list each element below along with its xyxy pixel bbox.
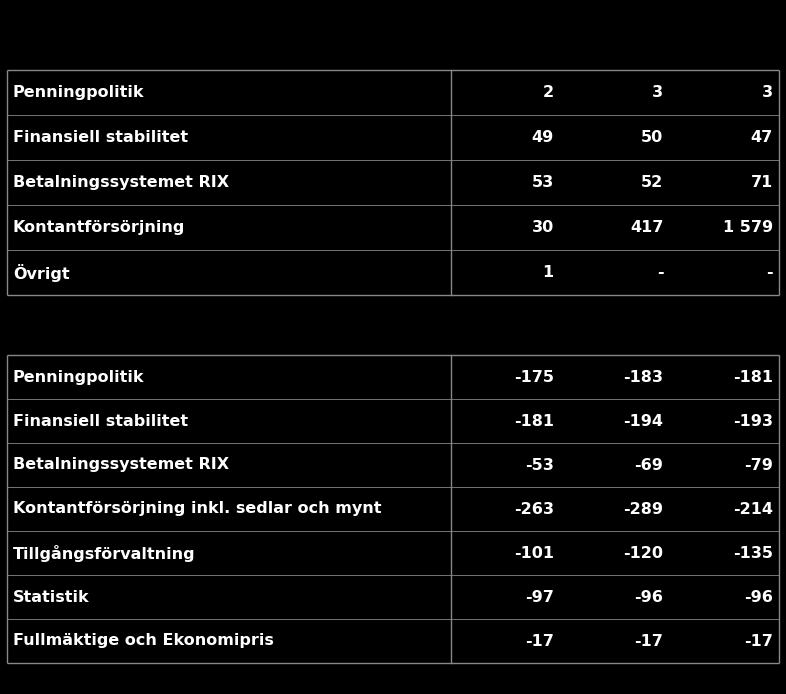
Text: Övrigt: Övrigt: [13, 264, 70, 282]
Text: -97: -97: [525, 589, 554, 604]
Bar: [7, 70, 779, 295]
Text: 49: 49: [531, 130, 554, 145]
Text: -181: -181: [514, 414, 554, 428]
Text: 2: 2: [542, 85, 554, 100]
Text: 47: 47: [751, 130, 773, 145]
Text: -181: -181: [733, 369, 773, 384]
Text: -96: -96: [744, 589, 773, 604]
Text: Tillgångsförvaltning: Tillgångsförvaltning: [13, 545, 196, 561]
Text: -193: -193: [733, 414, 773, 428]
Text: Penningpolitik: Penningpolitik: [13, 369, 145, 384]
Text: -175: -175: [514, 369, 554, 384]
Text: -53: -53: [525, 457, 554, 473]
Text: -194: -194: [623, 414, 663, 428]
Text: -79: -79: [744, 457, 773, 473]
Text: Finansiell stabilitet: Finansiell stabilitet: [13, 414, 188, 428]
Text: Betalningssystemet RIX: Betalningssystemet RIX: [13, 175, 230, 190]
Text: Kontantförsörjning: Kontantförsörjning: [13, 220, 185, 235]
Text: -: -: [766, 265, 773, 280]
Text: -183: -183: [623, 369, 663, 384]
Text: Finansiell stabilitet: Finansiell stabilitet: [13, 130, 188, 145]
Text: -263: -263: [514, 502, 554, 516]
Text: -101: -101: [514, 545, 554, 561]
Text: Fullmäktige och Ekonomipris: Fullmäktige och Ekonomipris: [13, 634, 274, 648]
Text: Statistik: Statistik: [13, 589, 90, 604]
Text: 1: 1: [542, 265, 554, 280]
Text: 3: 3: [762, 85, 773, 100]
Text: 50: 50: [641, 130, 663, 145]
Text: 417: 417: [630, 220, 663, 235]
Text: 52: 52: [641, 175, 663, 190]
Text: -96: -96: [634, 589, 663, 604]
Text: 3: 3: [652, 85, 663, 100]
Text: 30: 30: [531, 220, 554, 235]
Text: -69: -69: [634, 457, 663, 473]
Text: -17: -17: [744, 634, 773, 648]
Text: -214: -214: [733, 502, 773, 516]
Text: -: -: [657, 265, 663, 280]
Text: -120: -120: [623, 545, 663, 561]
Text: -289: -289: [623, 502, 663, 516]
Text: 53: 53: [531, 175, 554, 190]
Text: -135: -135: [733, 545, 773, 561]
Text: Betalningssystemet RIX: Betalningssystemet RIX: [13, 457, 230, 473]
Text: -17: -17: [634, 634, 663, 648]
Text: -17: -17: [525, 634, 554, 648]
Text: Penningpolitik: Penningpolitik: [13, 85, 145, 100]
Text: 71: 71: [751, 175, 773, 190]
Text: 1 579: 1 579: [723, 220, 773, 235]
Text: Kontantförsörjning inkl. sedlar och mynt: Kontantförsörjning inkl. sedlar och mynt: [13, 502, 381, 516]
Bar: [7, 355, 779, 663]
